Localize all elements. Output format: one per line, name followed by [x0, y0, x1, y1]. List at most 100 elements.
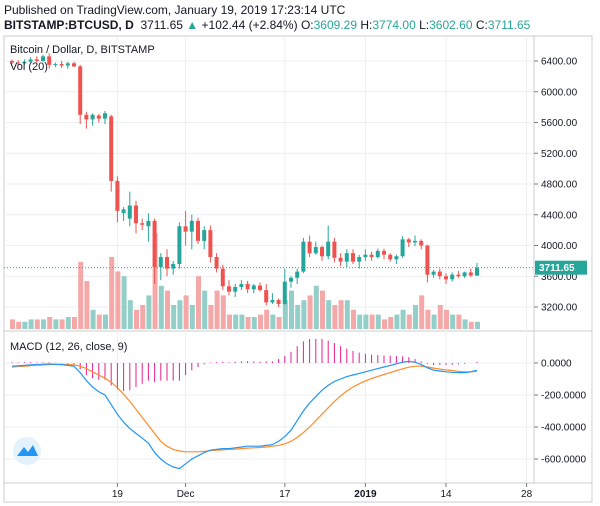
- volume-bar: [419, 295, 425, 329]
- candle-body: [351, 253, 355, 262]
- volume-bar: [413, 305, 418, 329]
- volume-bar: [282, 300, 288, 329]
- candle-body: [202, 230, 207, 241]
- price-tick-label: 3600.00: [541, 272, 578, 283]
- candle-body: [146, 220, 151, 227]
- candle-body: [16, 62, 21, 64]
- candle-body: [220, 268, 225, 287]
- candle-body: [65, 63, 70, 66]
- volume-bar: [22, 321, 28, 329]
- volume-bar: [84, 281, 90, 329]
- volume-bar: [65, 317, 71, 329]
- candle-body: [90, 114, 95, 120]
- price-change: +102.44 (+2.84%): [201, 18, 298, 32]
- macd-signal-line: [11, 363, 478, 453]
- volume-bar: [375, 314, 381, 329]
- volume-bar: [456, 314, 462, 329]
- candle-body: [140, 223, 145, 225]
- volume-bar: [295, 305, 301, 329]
- main-legend-title: Bitcoin / Dollar, D, BITSTAMP: [10, 44, 155, 56]
- low-label: L:: [419, 18, 430, 32]
- chart-frame: [3, 35, 593, 503]
- candle-body: [177, 226, 182, 264]
- candle-body: [406, 239, 411, 243]
- volume-bar: [28, 319, 34, 329]
- candle-body: [134, 205, 138, 224]
- candle-body: [382, 250, 386, 255]
- time-tick-label: Dec: [177, 489, 195, 500]
- volume-bar: [208, 305, 214, 329]
- last-price: 3711.65: [140, 18, 183, 32]
- volume-bar: [394, 314, 400, 329]
- open-label: O:: [300, 18, 314, 32]
- candle-body: [425, 245, 430, 275]
- volume-bar: [264, 309, 270, 329]
- price-tick-label: 6400.00: [541, 57, 578, 68]
- time-tick-label: 14: [440, 489, 452, 500]
- volume-bar: [233, 314, 239, 329]
- candle-body: [313, 247, 318, 254]
- time-tick-label: 28: [521, 489, 533, 500]
- candle-body: [41, 56, 45, 61]
- volume-bar: [59, 319, 65, 329]
- candle-body: [369, 254, 374, 258]
- macd-axis: 0.0000 -200.0000 -400.0000 -600.0000: [534, 359, 586, 466]
- candle-body: [301, 241, 306, 272]
- volume-bar: [41, 319, 46, 329]
- volume-bar: [227, 314, 232, 329]
- candle-body: [344, 253, 349, 262]
- candle-body: [115, 180, 120, 211]
- volume-bars: [10, 233, 480, 329]
- volume-bar: [468, 321, 474, 329]
- candle-body: [444, 276, 448, 280]
- candle-body: [431, 271, 436, 275]
- candle-body: [475, 267, 479, 276]
- volume-bar: [425, 309, 431, 329]
- macd-tick-label: -400.0000: [541, 423, 586, 434]
- macd-line: [11, 360, 478, 470]
- candle-body: [28, 59, 33, 62]
- candle-body: [258, 285, 262, 291]
- volume-bar: [475, 321, 480, 329]
- macd-tick-label: -600.0000: [541, 455, 586, 466]
- price-tick-label: 5200.00: [541, 149, 578, 160]
- close-label: C:: [475, 18, 488, 32]
- candle-body: [53, 64, 58, 66]
- candle-body: [84, 114, 89, 120]
- candle-body: [233, 287, 238, 292]
- macd-legend-title: MACD (12, 26, close, 9): [10, 341, 127, 353]
- volume-bar: [109, 257, 115, 329]
- volume-bar: [431, 314, 437, 329]
- volume-bar: [158, 285, 164, 329]
- main-grid: [4, 36, 534, 331]
- volume-bar: [47, 317, 53, 329]
- volume-bar: [301, 300, 307, 329]
- volume-bar: [388, 317, 394, 329]
- candlesticks: [10, 53, 479, 307]
- candle-body: [109, 116, 114, 181]
- volume-bar: [382, 319, 387, 329]
- volume-bar: [115, 271, 121, 329]
- volume-bar: [127, 300, 133, 329]
- price-tick-label: 4000.00: [541, 241, 578, 252]
- volume-bar: [53, 319, 59, 329]
- candle-body: [10, 61, 14, 63]
- candle-body: [413, 240, 417, 243]
- candle-body: [183, 226, 188, 232]
- volume-bar: [320, 290, 325, 329]
- candle-body: [437, 271, 442, 277]
- last-price-tag: [535, 260, 587, 275]
- volume-bar: [202, 290, 208, 329]
- volume-bar: [245, 317, 251, 329]
- candle-body: [456, 274, 461, 277]
- volume-bar: [78, 261, 84, 329]
- volume-bar: [196, 276, 201, 329]
- candle-body: [375, 250, 380, 258]
- candle-body: [214, 257, 219, 269]
- macd-grid: [4, 331, 534, 483]
- volume-bar: [406, 314, 412, 329]
- volume-bar: [90, 309, 96, 329]
- volume-bar: [437, 305, 443, 329]
- time-tick-label: 2019: [354, 489, 377, 500]
